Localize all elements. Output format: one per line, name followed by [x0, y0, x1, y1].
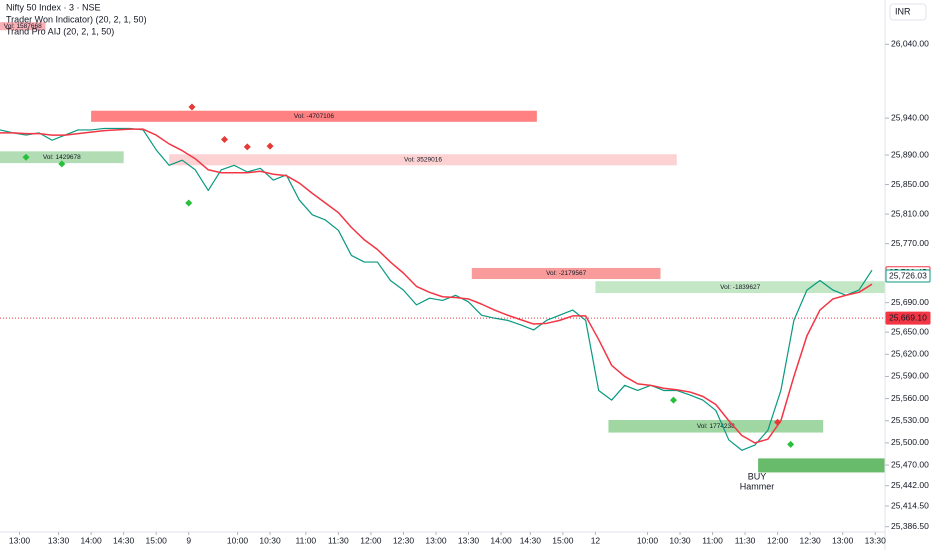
- x-tick-label: 13:00: [832, 535, 854, 545]
- zone-label: Vol: -4707106: [294, 113, 335, 120]
- volume-zone: [0, 22, 46, 31]
- chart-title: Nifty 50 Index · 3 · NSE: [6, 2, 101, 12]
- signal-marker: [670, 396, 678, 404]
- x-tick-label: 13:00: [9, 535, 31, 545]
- y-tick-label: 25,590.00: [891, 371, 929, 381]
- signal-marker: [22, 153, 30, 161]
- volume-zone: [471, 267, 661, 280]
- axes: 26,040.00 25,940.00 25,890.00 25,850.00 25,8…: [9, 39, 931, 545]
- y-tick-label: 25,940.00: [891, 112, 929, 122]
- x-tick-label: 14:00: [490, 535, 512, 545]
- x-tick-label: 13:30: [458, 535, 480, 545]
- x-tick-label: 11:00: [702, 535, 723, 545]
- y-tick-label: 25,386.50: [891, 521, 929, 531]
- x-tick-label: 11:30: [328, 535, 349, 545]
- y-tick-label: 25,690.00: [891, 297, 929, 307]
- y-tick-label: 25,650.00: [891, 326, 929, 336]
- zone-label: Vol: 3529016: [404, 157, 442, 164]
- y-tick-label: 25,530.00: [891, 415, 929, 425]
- y-tick-label: 25,850.00: [891, 179, 929, 189]
- signal-label: BUY: [748, 471, 767, 481]
- x-tick-label: 9: [186, 535, 191, 545]
- x-tick-label: 10:30: [669, 535, 691, 545]
- markers: [22, 103, 795, 448]
- signal-marker: [243, 143, 251, 151]
- volume-zone: [595, 281, 885, 294]
- signal-marker: [221, 136, 229, 144]
- price-label-box: [885, 269, 931, 283]
- zone-label: Vol: -2179567: [546, 270, 587, 277]
- x-tick-label: 13:30: [48, 535, 70, 545]
- y-tick-label: 25,414.50: [891, 500, 929, 510]
- x-tick-label: 12: [591, 535, 601, 545]
- x-tick-label: 10:00: [227, 535, 249, 545]
- zone-label: Vol: 1429678: [43, 154, 81, 161]
- y-tick-label: 25,560.00: [891, 393, 929, 403]
- signal-marker: [266, 142, 274, 150]
- currency[interactable]: INR: [895, 6, 911, 16]
- x-tick-label: 12:00: [360, 535, 382, 545]
- volume-zone: [91, 110, 537, 122]
- y-tick-label: 26,040.00: [891, 39, 929, 49]
- signal-marker: [774, 418, 782, 426]
- y-tick-label: 25,470.00: [891, 459, 929, 469]
- x-tick-label: 13:00: [425, 535, 447, 545]
- y-tick-label: 25,442.00: [891, 480, 929, 490]
- y-tick-label: 25,620.00: [891, 349, 929, 359]
- indicator-line: [0, 128, 873, 444]
- zone-label: Vol: 1774238: [697, 423, 735, 430]
- signal-marker: [185, 199, 193, 207]
- x-tick-label: 12:00: [767, 535, 789, 545]
- zone-label: Vol: -1839627: [720, 284, 761, 291]
- x-tick-label: 12:30: [393, 535, 415, 545]
- lines: [0, 127, 873, 451]
- x-tick-label: 11:00: [296, 535, 317, 545]
- zones: Vol: 1587668 Vol: -4707106 Vol: 1429678 Vol…: [0, 22, 885, 473]
- x-tick-label: 10:00: [637, 535, 659, 545]
- zone-label: Vol: 1587668: [4, 23, 42, 30]
- indicator-label: Trand Pro AIJ (20, 2, 1, 50): [6, 26, 114, 36]
- currency-button[interactable]: [889, 3, 927, 21]
- y-tick-label: 25,890.00: [891, 149, 929, 159]
- x-tick-label: 13:30: [865, 535, 887, 545]
- signal-marker: [787, 440, 795, 448]
- volume-zone: [0, 151, 124, 164]
- volume-zone: [169, 154, 677, 166]
- price-line: [0, 127, 873, 451]
- x-tick-label: 10:30: [259, 535, 281, 545]
- x-tick-label: 12:30: [800, 535, 822, 545]
- x-tick-label: 14:30: [113, 535, 135, 545]
- x-tick-label: 14:00: [80, 535, 102, 545]
- price-label: 25,726.03: [889, 270, 927, 280]
- y-tick-label: 25,500.00: [891, 437, 929, 447]
- x-tick-label: 11:30: [735, 535, 756, 545]
- volume-zone: [608, 420, 824, 433]
- volume-zone: [758, 458, 885, 473]
- signal-label: Hammer: [740, 481, 775, 491]
- y-tick-label: 25,810.00: [891, 208, 929, 218]
- price-label-box: [885, 311, 931, 325]
- signal-marker: [58, 160, 66, 168]
- x-tick-label: 14:30: [520, 535, 542, 545]
- indicator-label: Trader Won Indicator) (20, 2, 1, 50): [6, 14, 147, 24]
- signal-marker: [188, 103, 196, 111]
- x-tick-label: 15:00: [146, 535, 168, 545]
- price-label: 25,669.10: [889, 312, 927, 322]
- x-tick-label: 15:00: [552, 535, 574, 545]
- y-tick-label: 25,770.00: [891, 238, 929, 248]
